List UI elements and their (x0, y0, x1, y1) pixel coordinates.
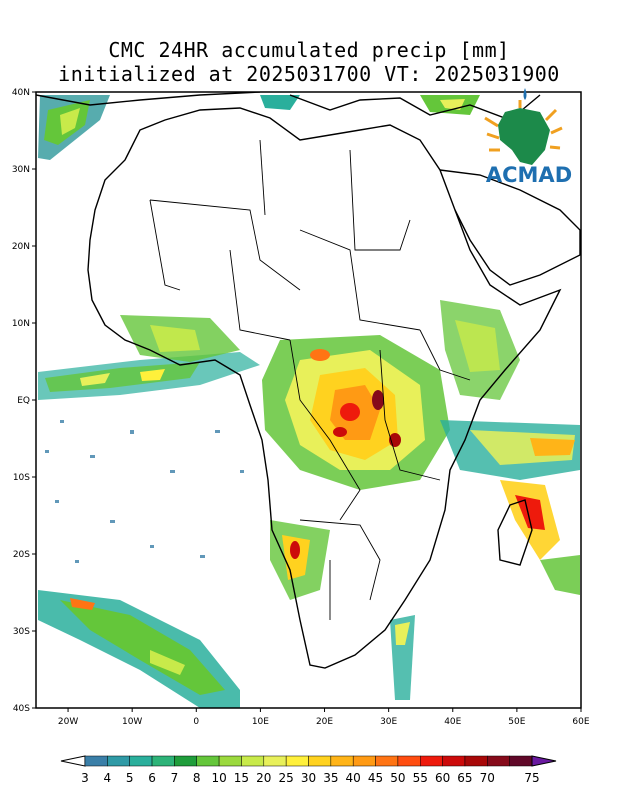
borders (149, 139, 471, 620)
colorbar-swatch (375, 755, 399, 767)
colorbar-swatch (241, 755, 265, 767)
colorbar-swatch (196, 755, 220, 767)
colorbar: 3 4 5 6 7 8 10 15 20 25 30 35 40 45 50 55 60 65 70 75 (60, 755, 557, 785)
colorbar-label: 30 (301, 771, 316, 785)
lon-tick-label: 60E (572, 717, 589, 727)
lat-tick-label: 20N (12, 242, 30, 252)
colorbar-label: 10 (211, 771, 226, 785)
colorbar-under-triangle (60, 755, 86, 767)
colorbar-label: 5 (126, 771, 134, 785)
colorbar-label: 3 (81, 771, 89, 785)
colorbar-label: 4 (104, 771, 112, 785)
colorbar-label: 60 (435, 771, 450, 785)
lon-tick-label: 10E (252, 717, 269, 727)
colorbar-label: 45 (368, 771, 383, 785)
colorbar-label: 35 (323, 771, 338, 785)
colorbar-swatch (509, 755, 533, 767)
colorbar-swatch (263, 755, 287, 767)
latitude-ticks: 40N 30N 20N 10N EQ 10S 20S 30S 40S (12, 88, 36, 714)
lon-tick-label: 40E (444, 717, 461, 727)
colorbar-swatch (84, 755, 108, 767)
lat-tick-label: 10N (12, 319, 30, 329)
colorbar-label: 75 (524, 771, 539, 785)
colorbar-swatch (330, 755, 354, 767)
colorbar-swatch (397, 755, 421, 767)
colorbar-label: 25 (279, 771, 294, 785)
lon-tick-label: 20W (58, 717, 78, 727)
colorbar-label: 20 (256, 771, 271, 785)
lon-tick-label: 20E (316, 717, 333, 727)
colorbar-over-triangle (531, 755, 557, 767)
lon-tick-label: 0 (193, 717, 199, 727)
lat-tick-label: 30S (13, 627, 30, 637)
precip-field (38, 95, 580, 708)
colorbar-label: 40 (346, 771, 361, 785)
colorbar-swatch (464, 755, 488, 767)
colorbar-label: 7 (171, 771, 179, 785)
colorbar-swatch (352, 755, 376, 767)
lat-tick-label: 40N (12, 88, 30, 98)
lon-tick-label: 50E (508, 717, 525, 727)
colorbar-label: 15 (234, 771, 249, 785)
colorbar-swatch (129, 755, 153, 767)
logo-text: ACMAD (486, 163, 572, 187)
colorbar-swatch (420, 755, 443, 767)
lat-tick-label: 20S (13, 550, 30, 560)
chart-title-line1: CMC 24HR accumulated precip [mm] (108, 38, 510, 62)
lon-tick-label: 10W (122, 717, 142, 727)
colorbar-label: 8 (193, 771, 201, 785)
colorbar-swatch (487, 755, 510, 767)
longitude-ticks: 20W 10W 0 10E 20E 30E 40E 50E 60E (58, 708, 590, 727)
lat-tick-label: 40S (13, 704, 30, 714)
colorbar-swatch (107, 755, 130, 767)
colorbar-swatch (174, 755, 197, 767)
lat-tick-label: EQ (17, 396, 30, 406)
colorbar-label: 6 (148, 771, 156, 785)
lat-tick-label: 10S (13, 473, 30, 483)
colorbar-swatch (285, 755, 309, 767)
chart-title-line2: initialized at 2025031700 VT: 2025031900 (58, 62, 560, 86)
colorbar-swatch (151, 755, 175, 767)
colorbar-swatch (442, 755, 466, 767)
lat-tick-label: 30N (12, 165, 30, 175)
colorbar-swatch (308, 755, 332, 767)
colorbar-label: 55 (413, 771, 428, 785)
colorbar-label: 65 (457, 771, 472, 785)
lon-tick-label: 30E (380, 717, 397, 727)
acmad-logo: ACMAD (484, 88, 572, 187)
colorbar-label: 50 (390, 771, 405, 785)
colorbar-label: 70 (480, 771, 495, 785)
colorbar-swatch (218, 755, 242, 767)
